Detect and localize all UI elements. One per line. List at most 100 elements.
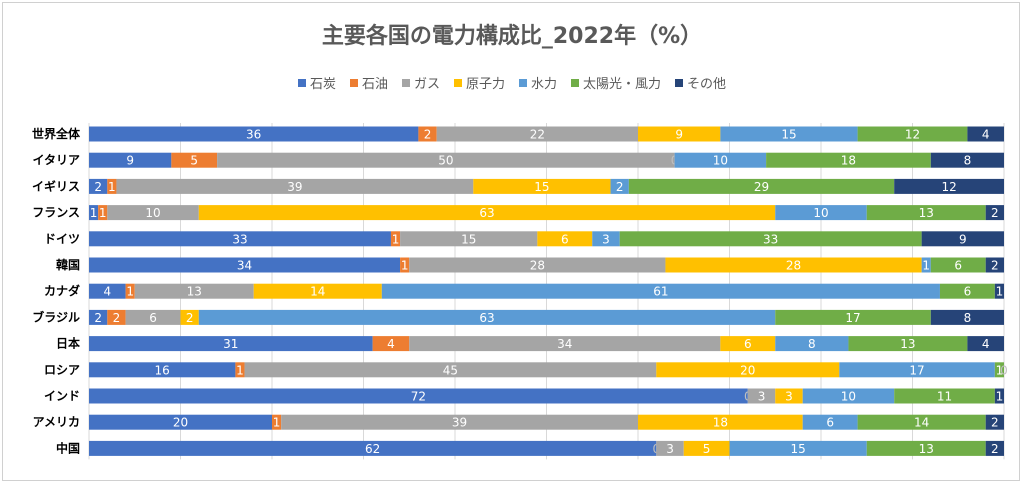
data-label: 13	[900, 337, 915, 351]
category-label: 中国	[56, 440, 80, 455]
bar-segment	[775, 309, 931, 325]
bar-segment	[89, 283, 126, 299]
bar-segment	[866, 205, 986, 221]
bar-segment	[775, 336, 849, 352]
legend-swatch	[297, 79, 306, 87]
data-label: 4	[387, 337, 395, 351]
bar-segment	[930, 309, 1004, 325]
data-label: 13	[919, 206, 934, 220]
bar-segment	[747, 388, 776, 404]
data-label: 31	[223, 337, 238, 351]
data-label: 13	[187, 285, 202, 299]
data-label: 2	[94, 311, 102, 325]
data-label: 6	[826, 416, 834, 430]
legend-label: ガス	[414, 77, 440, 92]
data-label: 39	[452, 416, 467, 430]
data-label: 36	[246, 128, 261, 142]
data-label: 6	[744, 337, 752, 351]
legend-swatch	[675, 79, 684, 87]
data-label: 39	[287, 180, 302, 194]
bar-segment	[171, 152, 218, 168]
data-label: 16	[155, 363, 170, 377]
data-label: 2	[424, 128, 432, 142]
bar-segment	[802, 414, 858, 430]
data-label: 20	[740, 363, 755, 377]
data-label: 4	[982, 128, 990, 142]
bar-segment	[89, 257, 401, 273]
data-label: 15	[781, 128, 796, 142]
bar-segment	[994, 362, 1004, 378]
bar-segment	[921, 257, 931, 273]
category-label: 世界全体	[32, 126, 81, 141]
bar-segment	[89, 388, 748, 404]
data-label: 34	[237, 259, 252, 273]
data-label: 61	[653, 285, 668, 299]
bar-segment	[89, 126, 419, 142]
legend-label: 石油	[362, 77, 388, 92]
data-label: 5	[190, 154, 198, 168]
bar-segment	[400, 257, 410, 273]
bar-segment	[125, 309, 181, 325]
bar-segment	[125, 283, 135, 299]
bar-segment	[89, 440, 657, 456]
legend-label: 原子力	[466, 77, 505, 92]
bar-segment	[116, 178, 474, 194]
bar-segment	[400, 231, 538, 247]
data-label: 6	[954, 259, 962, 273]
data-label: 28	[530, 259, 545, 273]
data-label: 2	[991, 206, 999, 220]
bar-segment	[921, 231, 1004, 247]
data-label: 33	[232, 232, 247, 246]
data-label: 10	[713, 154, 728, 168]
bar-segment	[857, 414, 986, 430]
bar-segment	[244, 362, 657, 378]
category-label: カナダ	[44, 283, 80, 298]
bar-segment	[619, 231, 922, 247]
data-label: 18	[713, 416, 728, 430]
bar-segment	[967, 126, 1004, 142]
data-label: 1	[108, 180, 116, 194]
data-label: 1	[273, 416, 281, 430]
category-label: イギリス	[32, 178, 80, 193]
bar-segment	[592, 231, 620, 247]
bar-segment	[967, 336, 1004, 352]
bar-segment	[985, 205, 1004, 221]
bar-segment	[775, 205, 867, 221]
data-label: 22	[530, 128, 545, 142]
data-label: 62	[365, 442, 380, 456]
bar-segment	[665, 257, 922, 273]
data-label: 2	[991, 416, 999, 430]
bar-segment	[198, 205, 776, 221]
data-label: 4	[982, 337, 990, 351]
bar-segment	[372, 336, 410, 352]
bar-segment	[994, 283, 1004, 299]
data-label: 1	[996, 363, 1004, 377]
bar-segment	[436, 126, 638, 142]
data-label: 33	[763, 232, 778, 246]
data-label: 17	[845, 311, 860, 325]
category-label: アメリカ	[33, 415, 80, 429]
data-label: 5	[703, 442, 711, 456]
bar-segment	[894, 178, 1004, 194]
bar-segment	[89, 336, 373, 352]
bar-segment	[720, 126, 858, 142]
data-label: 1	[996, 390, 1004, 404]
data-label: 50	[438, 154, 453, 168]
legend-label: 石炭	[310, 77, 336, 92]
bar-segment	[638, 414, 803, 430]
data-label: 1	[401, 259, 409, 273]
data-label: 2	[186, 311, 194, 325]
data-label: 28	[786, 259, 801, 273]
data-label: 17	[909, 363, 924, 377]
legend-label: その他	[687, 77, 726, 92]
bar-segment	[775, 388, 803, 404]
bar-segment	[272, 414, 282, 430]
data-label: 63	[479, 311, 494, 325]
category-label: インド	[44, 389, 80, 403]
data-label: 11	[937, 390, 952, 404]
data-label: 3	[602, 232, 610, 246]
bar-segment	[390, 231, 401, 247]
data-label: 2	[991, 442, 999, 456]
data-label: 9	[959, 232, 967, 246]
bar-segment	[674, 152, 767, 168]
